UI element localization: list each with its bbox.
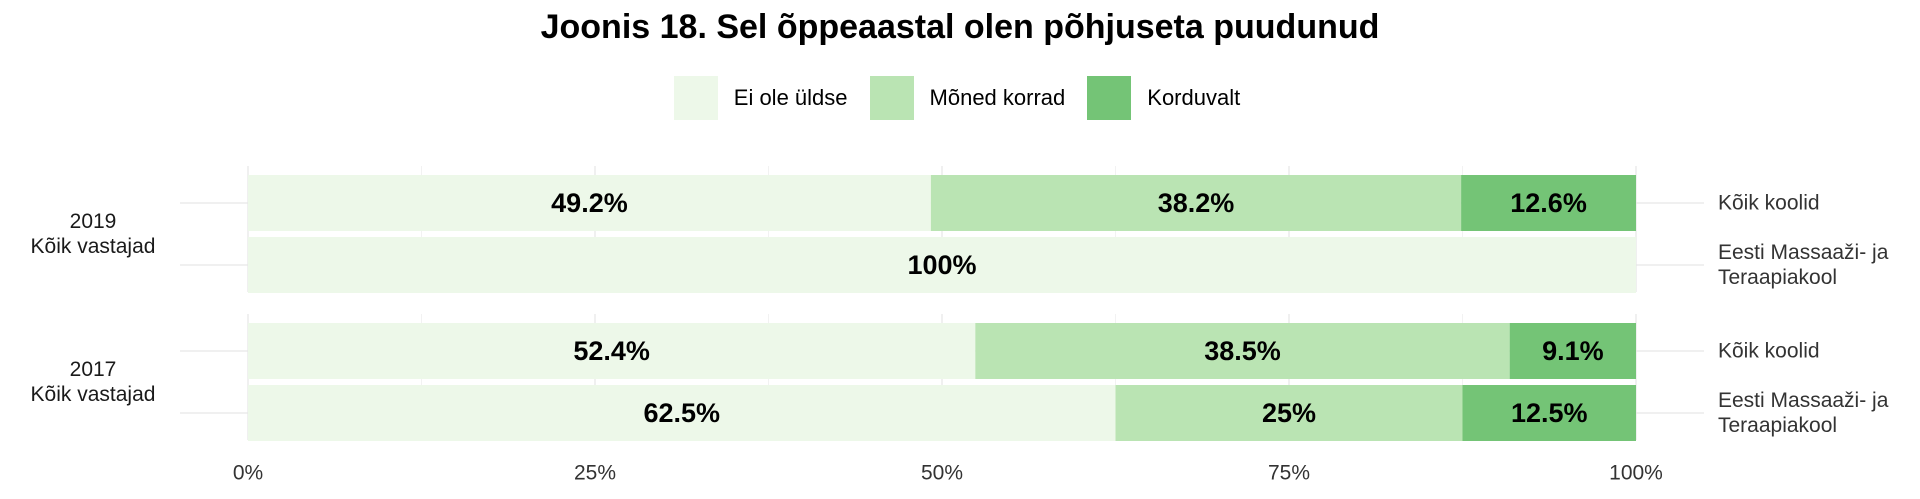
legend-swatch (1087, 76, 1132, 120)
data-label: 12.5% (1511, 398, 1588, 428)
row-label: Eesti Massaaži- ja Teraapiakool (1718, 389, 1889, 437)
x-tick-label: 75% (1268, 462, 1310, 485)
legend-label: Mõned korrad (929, 85, 1066, 110)
row-label-line: Teraapiakool (1718, 414, 1837, 437)
row-label: Kõik koolid (1718, 340, 1820, 363)
row-label: Eesti Massaaži- ja Teraapiakool (1718, 241, 1889, 289)
data-label: 38.2% (1158, 188, 1235, 218)
legend-swatch (869, 76, 914, 120)
data-label: 49.2% (551, 188, 628, 218)
facet-label-line: Kõik vastajad (31, 383, 156, 406)
bar-segment (1509, 323, 1636, 379)
row-label-line: Kõik koolid (1718, 340, 1820, 363)
bar-segment (975, 323, 1510, 379)
row-label-line: Kõik koolid (1718, 192, 1820, 215)
data-label: 38.5% (1204, 336, 1281, 366)
facet-label: 2019 Kõik vastajad (31, 210, 156, 258)
facet-label: 2017 Kõik vastajad (31, 358, 156, 406)
legend-label: Ei ole üldse (733, 85, 848, 110)
legend-swatch (673, 76, 718, 120)
x-tick-label: 0% (233, 462, 263, 485)
row-label-line: Eesti Massaaži- ja (1718, 389, 1889, 412)
data-label: 62.5% (643, 398, 720, 428)
x-tick-label: 50% (921, 462, 963, 485)
data-label: 9.1% (1542, 336, 1604, 366)
data-label: 25% (1262, 398, 1316, 428)
bar-segment (1461, 175, 1636, 231)
bar-segment (248, 385, 1116, 441)
data-label: 12.6% (1510, 188, 1587, 218)
facet-label-line: 2019 (70, 210, 117, 233)
bar-segment (1462, 385, 1636, 441)
x-tick-label: 100% (1609, 462, 1663, 485)
bar-segment (930, 175, 1462, 231)
x-tick-label: 25% (574, 462, 616, 485)
bar-segment (248, 175, 931, 231)
legend-item: Korduvalt (1087, 76, 1246, 120)
data-label: 52.4% (573, 336, 650, 366)
facet-label-line: Kõik vastajad (31, 235, 156, 258)
row-label-line: Eesti Massaaži- ja (1718, 241, 1889, 264)
facet-label-line: 2017 (70, 358, 117, 381)
legend-label: Korduvalt (1147, 85, 1241, 110)
bar-segment (248, 323, 976, 379)
legend-item: Ei ole üldse (673, 76, 854, 120)
legend-item: Mõned korrad (869, 76, 1072, 120)
row-label: Kõik koolid (1718, 192, 1820, 215)
bar-segment (248, 237, 1636, 293)
bar-segment (1115, 385, 1463, 441)
data-label: 100% (907, 250, 976, 280)
chart-title: Joonis 18. Sel õppeaastal olen põhjuseta… (540, 8, 1380, 46)
row-label-line: Teraapiakool (1718, 266, 1837, 289)
legend: Ei ole üldse Mõned korrad Korduvalt (0, 76, 1920, 120)
